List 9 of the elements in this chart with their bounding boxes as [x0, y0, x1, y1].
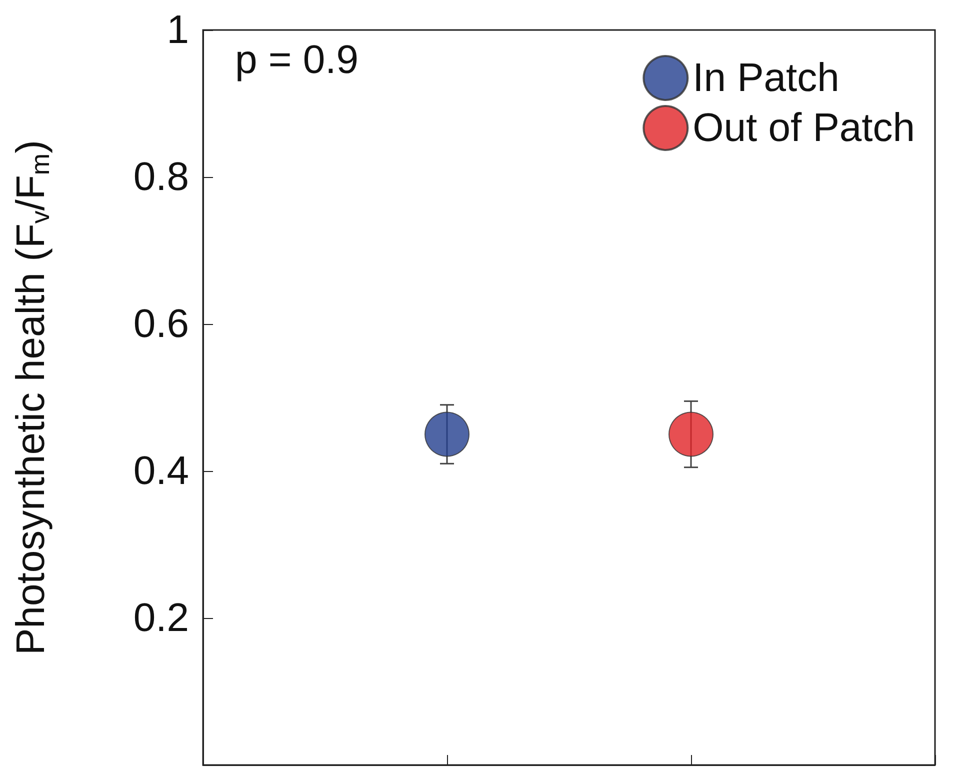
y-tick-label: 0.8	[133, 155, 189, 199]
y-tick-label: 0.6	[133, 302, 189, 346]
legend-label: Out of Patch	[692, 106, 915, 150]
legend-label: In Patch	[692, 56, 840, 100]
y-tick-label: 0.4	[133, 449, 189, 493]
y-tick-label: 0.2	[133, 596, 189, 640]
y-tick-label: 1	[166, 8, 189, 52]
annotation: p = 0.9	[235, 38, 358, 82]
y-axis-title: Photosynthetic health (Fv/Fm)	[9, 140, 55, 655]
